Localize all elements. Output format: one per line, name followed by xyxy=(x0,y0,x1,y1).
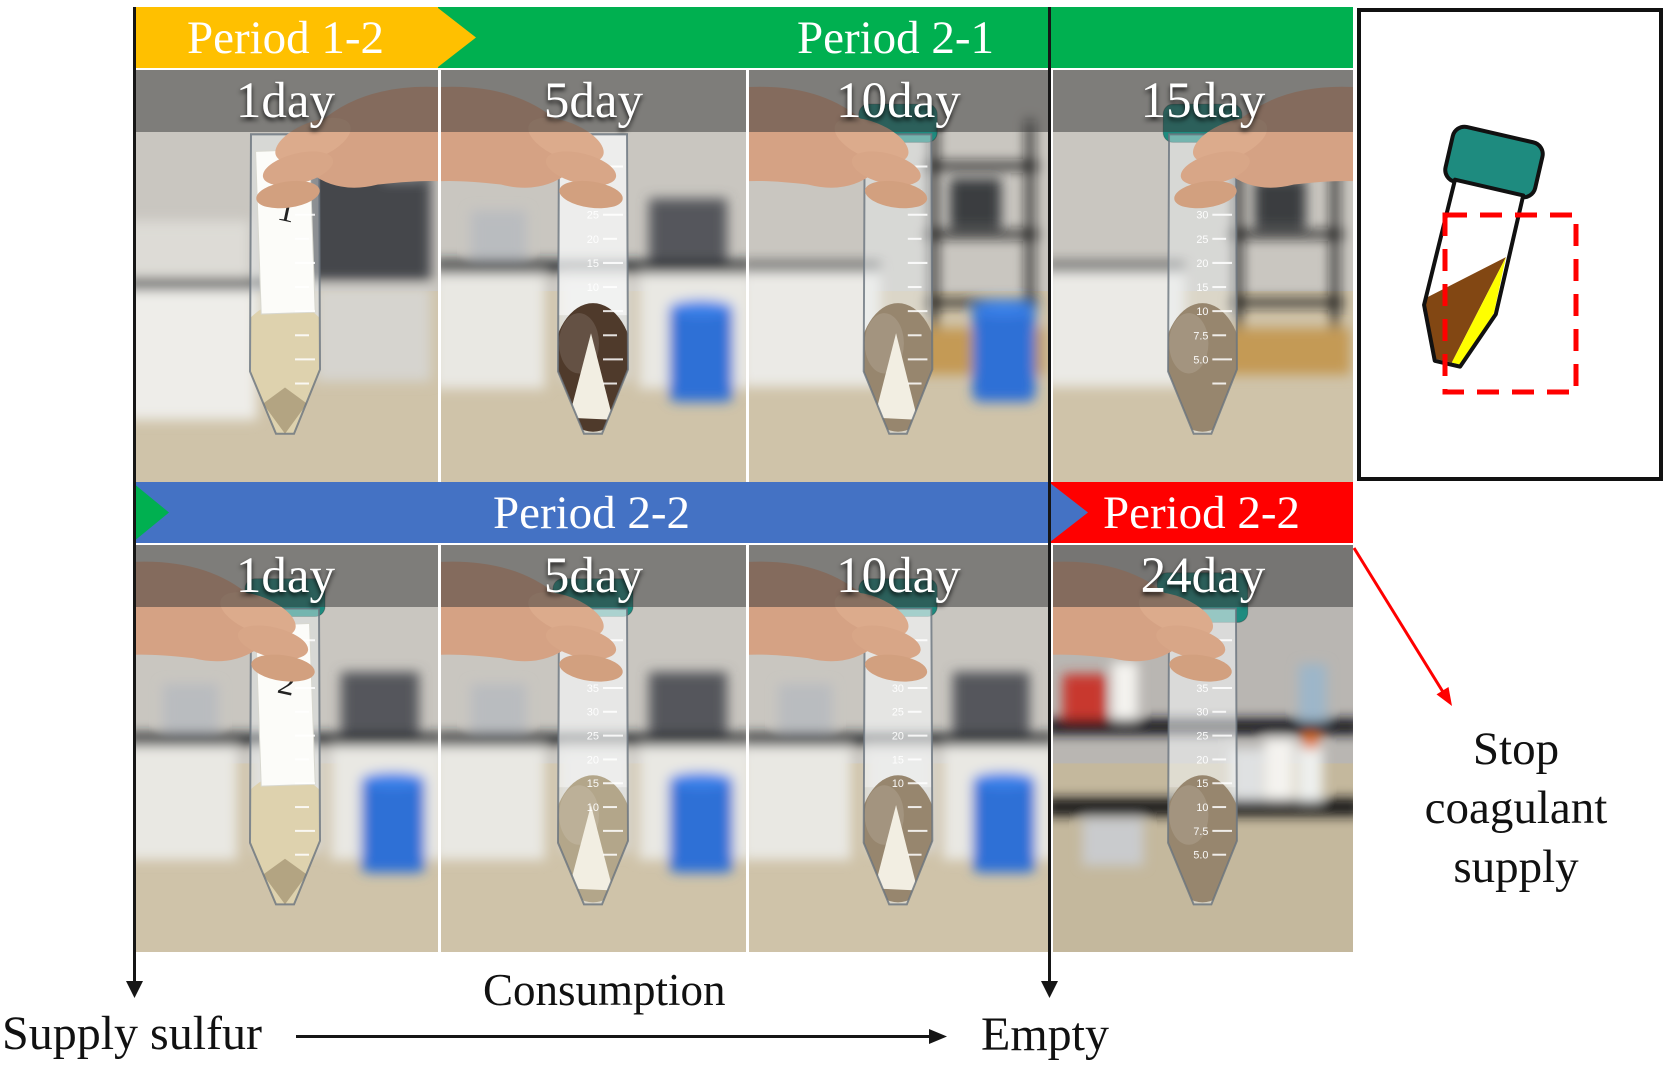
banner-period-1-2-label: Period 1-2 xyxy=(186,11,385,64)
svg-text:30: 30 xyxy=(587,707,599,719)
svg-text:30: 30 xyxy=(892,683,904,695)
tube-schematic-box xyxy=(1357,8,1663,481)
svg-text:20: 20 xyxy=(1196,258,1208,270)
day-label-strip: 1day xyxy=(133,545,438,607)
svg-text:30: 30 xyxy=(1196,210,1208,222)
photo-period21-15day: 403530252015107.55.0 15day xyxy=(1053,70,1353,482)
svg-text:10: 10 xyxy=(892,778,904,790)
consumption-label: Consumption xyxy=(483,965,726,1015)
consumption-arrowhead xyxy=(929,1029,947,1044)
banner-period-2-2-red: Period 2-2 xyxy=(1050,482,1353,543)
day-label: 5day xyxy=(543,548,644,604)
day-label: 24day xyxy=(1140,548,1266,604)
svg-text:15: 15 xyxy=(1196,282,1208,294)
tube-outline-drawing xyxy=(1422,177,1526,369)
sulfur-layer-drawing xyxy=(1451,257,1506,365)
svg-text:7.5: 7.5 xyxy=(1193,826,1208,838)
photo-period22-10day: 40353025201510 10day xyxy=(749,545,1048,952)
day-label: 5day xyxy=(543,73,644,129)
tilted-tube-drawing xyxy=(1422,124,1545,369)
banner-period-2-2-blue-label: Period 2-2 xyxy=(492,486,691,539)
svg-text:20: 20 xyxy=(587,234,599,246)
banner-period-2-1: Period 2-1 xyxy=(438,7,1353,68)
day-label-strip: 15day xyxy=(1053,70,1353,132)
tube-schematic xyxy=(1422,124,1579,395)
day-label-strip: 1day xyxy=(133,70,438,132)
svg-text:10: 10 xyxy=(587,282,599,294)
photo-period22-5day: 4540353025201510 5day xyxy=(441,545,746,952)
photo-period22-1day: 2 1day xyxy=(133,545,438,952)
photo-period12-1day: 1 1day xyxy=(133,70,438,482)
svg-text:20: 20 xyxy=(1196,754,1208,766)
svg-text:10: 10 xyxy=(1196,802,1208,814)
svg-text:25: 25 xyxy=(1196,731,1208,743)
svg-text:5.0: 5.0 xyxy=(1193,850,1208,862)
day-label-strip: 24day xyxy=(1053,545,1353,607)
banner-period-2-2-blue: Period 2-2 xyxy=(133,482,1050,543)
day-label-strip: 5day xyxy=(441,545,746,607)
empty-arrowhead xyxy=(1041,981,1058,998)
svg-text:25: 25 xyxy=(892,707,904,719)
empty-label: Empty xyxy=(981,1008,1109,1061)
svg-text:20: 20 xyxy=(587,754,599,766)
day-label-strip: 5day xyxy=(441,70,746,132)
banner-period-2-1-label: Period 2-1 xyxy=(796,11,995,64)
stop-callout-arrow-line xyxy=(1352,547,1445,693)
svg-text:35: 35 xyxy=(1196,683,1208,695)
day-label: 15day xyxy=(1140,73,1266,129)
lab-photo-illustration: 2 xyxy=(133,545,438,952)
stop-line-2: coagulant xyxy=(1424,782,1608,834)
stop-line-3: supply xyxy=(1453,841,1579,893)
svg-text:25: 25 xyxy=(587,210,599,222)
svg-text:10: 10 xyxy=(1196,306,1208,318)
svg-text:20: 20 xyxy=(892,731,904,743)
banner-period-1-2: Period 1-2 xyxy=(133,7,438,68)
day-label-strip: 10day xyxy=(749,70,1048,132)
red-dashed-highlight xyxy=(1442,212,1579,395)
stop-callout-arrowhead xyxy=(1436,687,1452,706)
stop-coagulant-supply-label: Stop coagulant supply xyxy=(1368,720,1664,897)
svg-text:7.5: 7.5 xyxy=(1193,330,1208,342)
svg-text:15: 15 xyxy=(892,754,904,766)
day-label: 10day xyxy=(836,548,961,604)
photo-period21-10day: 10day xyxy=(749,70,1048,482)
svg-text:25: 25 xyxy=(1196,234,1208,246)
svg-text:15: 15 xyxy=(1196,778,1208,790)
svg-text:30: 30 xyxy=(1196,707,1208,719)
svg-text:15: 15 xyxy=(587,778,599,790)
day-label-strip: 10day xyxy=(749,545,1048,607)
svg-text:25: 25 xyxy=(587,731,599,743)
photo-period22-24day: 45403530252015107.55.0 24day xyxy=(1053,545,1353,952)
supply-arrowhead xyxy=(126,981,143,998)
stop-line-1: Stop xyxy=(1472,723,1560,775)
svg-text:35: 35 xyxy=(587,683,599,695)
banner-period-2-2-red-label: Period 2-2 xyxy=(1102,486,1301,539)
day-label: 1day xyxy=(235,73,336,129)
svg-text:5.0: 5.0 xyxy=(1193,354,1208,366)
svg-text:10: 10 xyxy=(587,802,599,814)
supply-sulfur-label: Supply sulfur xyxy=(2,1007,263,1060)
day-label: 10day xyxy=(836,73,961,129)
day-label: 1day xyxy=(235,548,336,604)
svg-text:15: 15 xyxy=(587,258,599,270)
